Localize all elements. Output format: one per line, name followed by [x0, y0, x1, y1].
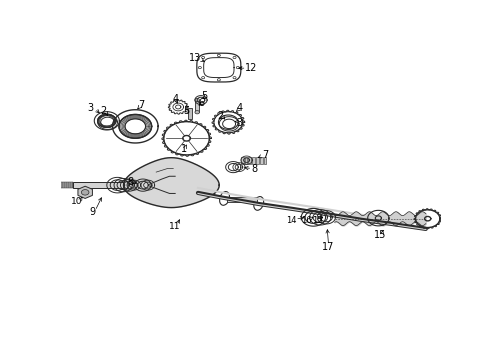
- Text: 2: 2: [217, 111, 223, 121]
- Text: 4: 4: [237, 103, 243, 113]
- Circle shape: [195, 98, 199, 102]
- Bar: [66, 182, 68, 188]
- Text: 3: 3: [88, 103, 94, 113]
- Text: 5: 5: [183, 106, 190, 116]
- Bar: [241, 157, 244, 163]
- Text: 5: 5: [202, 91, 208, 102]
- Text: 16: 16: [301, 216, 312, 225]
- Bar: [264, 157, 267, 163]
- Bar: [59, 182, 60, 188]
- Text: 10: 10: [72, 197, 83, 206]
- Bar: [195, 100, 199, 112]
- Text: 1: 1: [181, 144, 187, 154]
- Text: 8: 8: [252, 164, 258, 174]
- Bar: [260, 157, 263, 163]
- Bar: [256, 157, 259, 163]
- Text: 12: 12: [245, 63, 257, 73]
- Bar: [72, 182, 74, 188]
- Bar: [62, 182, 64, 188]
- Text: 7: 7: [263, 150, 269, 160]
- Text: 6: 6: [199, 98, 205, 108]
- Bar: [227, 197, 257, 202]
- Circle shape: [81, 190, 89, 195]
- Bar: [55, 182, 56, 188]
- Text: 4: 4: [172, 94, 178, 104]
- Bar: [70, 182, 72, 188]
- Text: 17: 17: [322, 243, 335, 252]
- Text: 11: 11: [170, 222, 181, 231]
- Text: 8: 8: [127, 177, 133, 187]
- Text: 7: 7: [138, 100, 144, 110]
- Bar: [189, 108, 192, 118]
- Bar: [252, 157, 255, 163]
- Text: 2: 2: [100, 107, 106, 116]
- Text: 15: 15: [312, 216, 322, 225]
- Text: 15: 15: [374, 230, 387, 240]
- Text: 14: 14: [286, 216, 296, 225]
- Text: 9: 9: [90, 207, 96, 217]
- Polygon shape: [123, 158, 219, 208]
- Bar: [68, 182, 70, 188]
- Circle shape: [195, 111, 199, 114]
- Bar: [57, 182, 58, 188]
- Text: 3: 3: [236, 118, 242, 128]
- Bar: [248, 157, 251, 163]
- Bar: [245, 157, 247, 163]
- Bar: [60, 182, 62, 188]
- Text: 13: 13: [189, 53, 201, 63]
- Bar: [64, 182, 66, 188]
- Bar: [73, 183, 148, 188]
